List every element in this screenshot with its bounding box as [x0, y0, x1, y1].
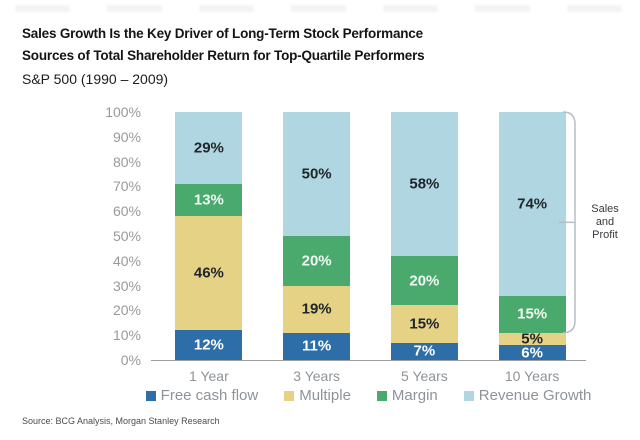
bar-segment-margin: 13%: [175, 183, 243, 217]
legend-swatch: [284, 390, 295, 401]
bar-segment-revenue-growth: 29%: [175, 112, 243, 184]
bar-value-label: 46%: [193, 264, 224, 282]
y-axis-tick-label: 70%: [112, 178, 141, 195]
legend-swatch: [376, 390, 387, 401]
legend-swatch: [463, 390, 474, 401]
y-axis-tick-label: 80%: [112, 153, 141, 170]
bar-value-label: 29%: [193, 139, 224, 157]
bar-value-label: 58%: [409, 175, 440, 193]
bar-value-label: 12%: [193, 336, 224, 354]
bar-segment-revenue-growth: 50%: [283, 112, 351, 236]
legend-label: Margin: [391, 387, 438, 404]
y-axis-tick-label: 90%: [112, 128, 141, 145]
bar-segment-margin: 15%: [498, 295, 566, 333]
bar-segment-margin: 20%: [390, 255, 458, 306]
y-axis-tick-label: 10%: [112, 327, 141, 344]
chart-subtitle: S&P 500 (1990 – 2009): [22, 71, 169, 87]
legend-item-free-cash-flow: Free cash flow: [145, 387, 259, 404]
title-line-2: Sources of Total Shareholder Return for …: [22, 48, 425, 63]
y-axis-tick-label: 40%: [112, 252, 141, 269]
bar-segment-revenue-growth: 58%: [390, 112, 458, 256]
bar-segment-revenue-growth: 74%: [498, 112, 566, 296]
bar-value-label: 7%: [413, 342, 436, 360]
jpeg-artifact-band: [15, 5, 625, 12]
bar-segment-multiple: 19%: [283, 285, 351, 333]
x-axis-line: [151, 359, 586, 361]
y-axis-tick-label: 20%: [112, 302, 141, 319]
bar-segment-multiple: 46%: [175, 216, 243, 331]
bar-value-label: 19%: [301, 300, 332, 318]
bracket-label: Sales and Profit: [591, 202, 619, 241]
bar-value-label: 13%: [193, 191, 224, 209]
bar-segment-free-cash-flow: 11%: [283, 332, 351, 360]
x-category-label: 3 Years: [293, 368, 340, 384]
bar-value-label: 5%: [521, 330, 543, 348]
source-note: Source: BCG Analysis, Morgan Stanley Res…: [22, 416, 220, 426]
y-axis-tick-label: 100%: [105, 104, 141, 120]
title-line-1: Sales Growth Is the Key Driver of Long-T…: [22, 26, 423, 41]
legend-item-margin: Margin: [376, 387, 438, 404]
x-category-label: 10 Years: [504, 368, 560, 384]
bar-segment-margin: 20%: [283, 236, 351, 286]
bar-segment-free-cash-flow: 12%: [175, 330, 243, 360]
bar-value-label: 20%: [301, 252, 332, 270]
x-category-label: 5 Years: [401, 368, 448, 384]
legend-swatch: [145, 390, 156, 401]
legend-label: Revenue Growth: [478, 387, 592, 404]
legend-item-multiple: Multiple: [284, 387, 351, 404]
bar-value-label: 74%: [517, 195, 548, 213]
bar-segment-multiple: 5%: [498, 330, 566, 348]
bar-value-label: 11%: [302, 337, 332, 355]
bar-segment-free-cash-flow: 7%: [390, 342, 458, 360]
bar-segment-multiple: 15%: [390, 305, 458, 343]
y-axis-tick-label: 0%: [120, 352, 141, 368]
bar-value-label: 15%: [409, 315, 440, 333]
y-axis-tick-label: 60%: [112, 203, 141, 220]
x-category-label: 1 Year: [189, 368, 229, 384]
legend-label: Multiple: [299, 387, 351, 404]
bar-segment-free-cash-flow: 6%: [498, 344, 566, 362]
y-axis-tick-label: 50%: [112, 228, 141, 244]
bar-value-label: 15%: [517, 305, 548, 323]
legend-label: Free cash flow: [160, 387, 259, 404]
bar-value-label: 20%: [409, 272, 440, 290]
legend-item-revenue-growth: Revenue Growth: [463, 387, 592, 404]
y-axis-tick-label: 30%: [112, 277, 141, 294]
bar-value-label: 6%: [521, 344, 543, 362]
bar-value-label: 50%: [301, 165, 332, 183]
legend: Free cash flow Multiple Margin Revenue Grow…: [145, 387, 591, 404]
